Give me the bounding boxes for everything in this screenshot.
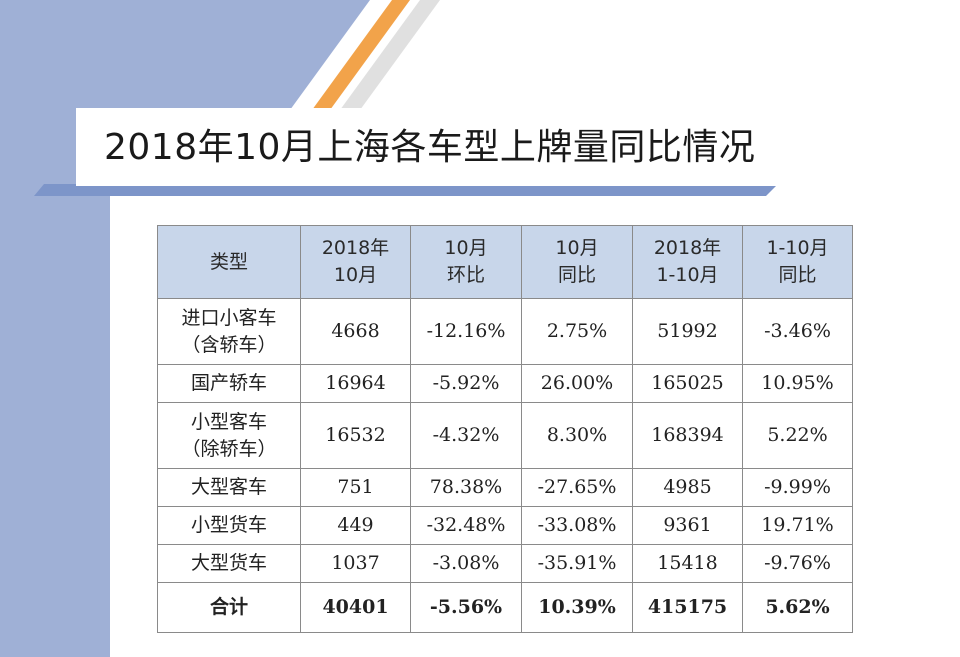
registration-table: 类型 2018年 10月 10月 环比 10月 同比 2018年 1-10月 1-10月 同比 进口…: [157, 225, 853, 633]
value-cell: -33.08%: [521, 506, 633, 545]
value-cell: 4985: [632, 468, 743, 507]
cell-text: 小型客车: [190, 410, 267, 433]
column-header: 1-10月同比: [742, 225, 853, 299]
column-header: 2018年 1-10月: [632, 225, 743, 299]
cell-text: （含轿车）: [181, 333, 277, 356]
table-row: 小型货车 449 -32.48% -33.08% 9361 19.71%: [157, 506, 853, 545]
cell-text: 同比: [557, 264, 596, 286]
table-row: 进口小客车 （含轿车） 4668 -12.16% 2.75% 51992 -3.46%: [157, 298, 853, 365]
value-cell: 4668: [300, 298, 411, 365]
orange-stripe: [312, 0, 410, 110]
cell-text: 类型: [209, 250, 248, 273]
top-blue-band: [0, 0, 370, 110]
value-cell: -9.99%: [742, 468, 853, 507]
value-cell: -3.46%: [742, 298, 853, 365]
cell-text: 进口小客车: [181, 306, 277, 329]
header-row: 类型 2018年 10月 10月 环比 10月 同比 2018年 1-10月 1-10月 同比: [157, 225, 853, 299]
title-panel: [76, 108, 960, 186]
column-header: 2018年 10月: [300, 225, 411, 299]
cell-text: 大型货车: [190, 552, 267, 575]
cell-text: 国产轿车: [190, 372, 267, 395]
cell-text: （除轿车）: [181, 437, 277, 460]
total-row: 合计 40401 -5.56% 10.39% 415175 5.62%: [157, 582, 853, 633]
value-cell: 40401: [300, 582, 411, 633]
column-header: 类型: [157, 225, 301, 299]
table-row: 大型客车 751 78.38% -27.65% 4985 -9.99%: [157, 468, 853, 507]
value-cell: 5.62%: [742, 582, 853, 633]
title-underline: [34, 184, 778, 196]
table-row: 国产轿车 16964 -5.92% 26.00% 165025 10.95%: [157, 364, 853, 403]
value-cell: 15418: [632, 544, 743, 583]
value-cell: 10.95%: [742, 364, 853, 403]
value-cell: -9.76%: [742, 544, 853, 583]
table-row: 大型货车 1037 -3.08% -35.91% 15418 -9.76%: [157, 544, 853, 583]
cell-text: 2018年: [321, 237, 390, 260]
value-cell: -35.91%: [521, 544, 633, 583]
value-cell: 51992: [632, 298, 743, 365]
value-cell: 8.30%: [521, 402, 633, 469]
cell-text: 10月: [444, 237, 488, 260]
cell-text: 10月: [333, 264, 378, 286]
value-cell: -27.65%: [521, 468, 633, 507]
value-cell: 26.00%: [521, 364, 633, 403]
cell-text: 大型客车: [190, 476, 267, 499]
value-cell: 16532: [300, 402, 411, 469]
value-cell: 19.71%: [742, 506, 853, 545]
vehicle-type-cell: 进口小客车 （含轿车）: [157, 298, 301, 365]
value-cell: -3.08%: [410, 544, 522, 583]
value-cell: 2.75%: [521, 298, 633, 365]
value-cell: 16964: [300, 364, 411, 403]
vehicle-type-cell: 小型货车: [157, 506, 301, 545]
cell-text: 同比: [778, 264, 817, 286]
value-cell: 78.38%: [410, 468, 522, 507]
table-row: 小型客车 （除轿车） 16532 -4.32% 8.30% 168394 5.22%: [157, 402, 853, 469]
vehicle-type-cell: 大型货车: [157, 544, 301, 583]
value-cell: -5.92%: [410, 364, 522, 403]
column-header: 10月同比: [521, 225, 633, 299]
page-title: 2018年10月上海各车型上牌量同比情况: [104, 127, 756, 168]
value-cell: 449: [300, 506, 411, 545]
value-cell: -32.48%: [410, 506, 522, 545]
value-cell: 1037: [300, 544, 411, 583]
column-header: 10月环比: [410, 225, 522, 299]
value-cell: 168394: [632, 402, 743, 469]
value-cell: 751: [300, 468, 411, 507]
vehicle-type-cell: 国产轿车: [157, 364, 301, 403]
cell-text: 环比: [446, 264, 485, 286]
value-cell: 5.22%: [742, 402, 853, 469]
cell-text: 1-10月: [656, 264, 719, 286]
value-cell: -5.56%: [410, 582, 522, 633]
cell-text: 10月: [555, 237, 599, 260]
cell-text: 2018年: [653, 237, 722, 260]
gray-stripe: [340, 0, 440, 110]
cell-text: 小型货车: [190, 514, 267, 537]
cell-text: 1-10月: [766, 237, 829, 260]
value-cell: 9361: [632, 506, 743, 545]
value-cell: 165025: [632, 364, 743, 403]
vehicle-type-cell: 合计: [157, 582, 301, 633]
value-cell: -4.32%: [410, 402, 522, 469]
value-cell: -12.16%: [410, 298, 522, 365]
value-cell: 415175: [632, 582, 743, 633]
vehicle-type-cell: 小型客车 （除轿车）: [157, 402, 301, 469]
vehicle-type-cell: 大型客车: [157, 468, 301, 507]
cell-text: 合计: [209, 596, 248, 619]
value-cell: 10.39%: [521, 582, 633, 633]
